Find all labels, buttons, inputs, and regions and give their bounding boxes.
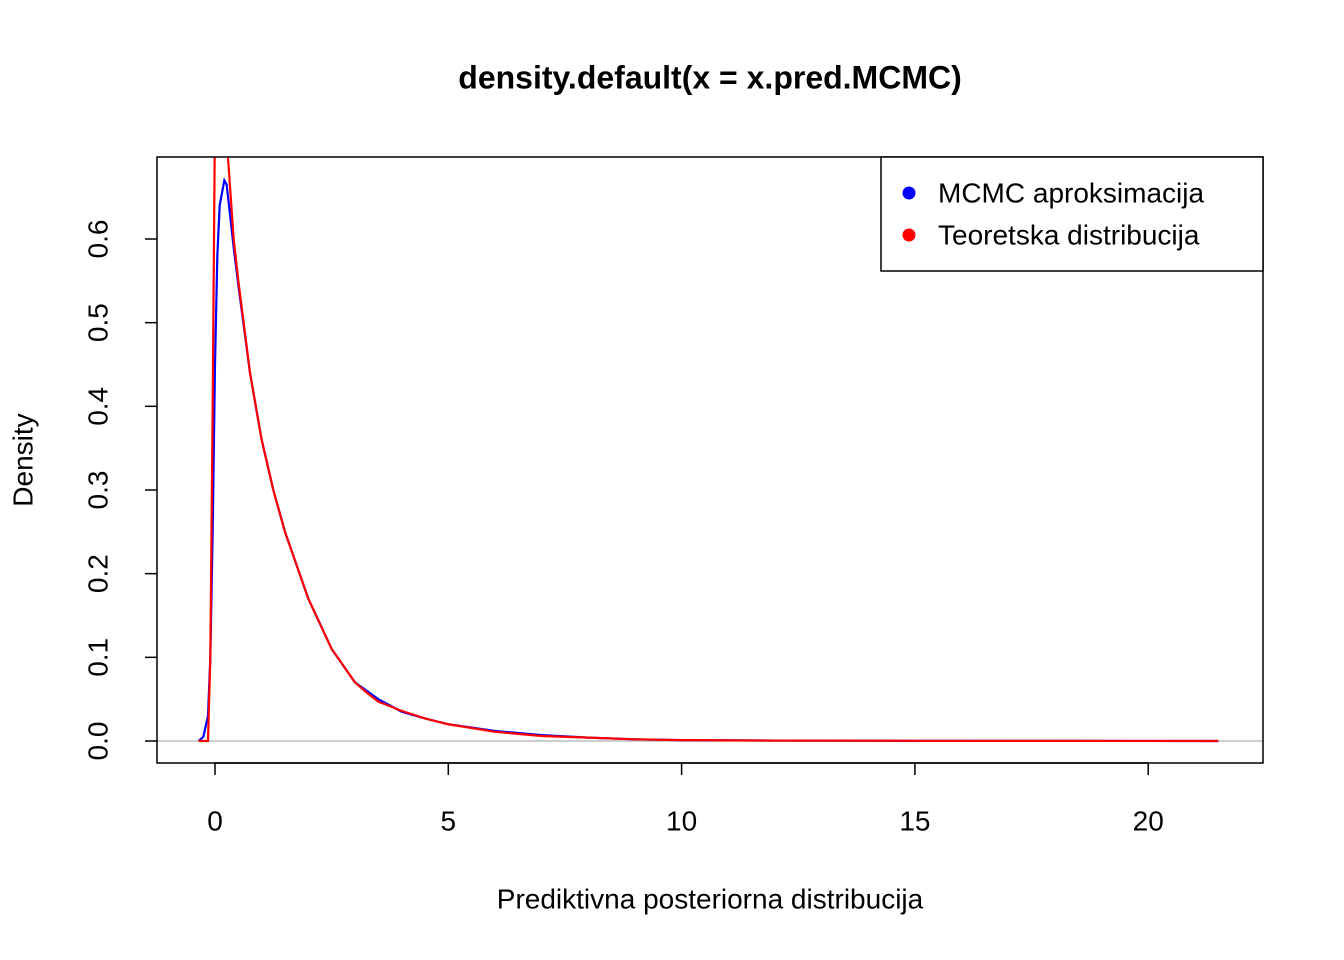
- legend-marker: [902, 228, 916, 242]
- plot-area: [157, 157, 1263, 743]
- legend-box: [880, 156, 1264, 272]
- y-tick-label: 0.5: [82, 303, 113, 342]
- y-axis-label: Density: [7, 413, 38, 506]
- x-tick-label: 5: [441, 805, 457, 836]
- chart-title: density.default(x = x.pred.MCMC): [458, 59, 961, 95]
- x-tick-label: 10: [666, 805, 697, 836]
- series-line: [198, 157, 1219, 743]
- x-tick-label: 0: [207, 805, 223, 836]
- y-tick-label: 0.6: [82, 220, 113, 259]
- y-tick-label: 0.4: [82, 387, 113, 426]
- y-tick-label: 0.2: [82, 554, 113, 593]
- y-tick-label: 0.1: [82, 638, 113, 677]
- y-tick-label: 0.0: [82, 722, 113, 761]
- legend-label: MCMC aproksimacija: [938, 177, 1204, 208]
- legend-marker: [902, 186, 916, 200]
- x-tick-label: 15: [899, 805, 930, 836]
- x-axis-label: Prediktivna posteriorna distribucija: [497, 883, 924, 914]
- legend-label: Teoretska distribucija: [938, 219, 1200, 250]
- y-tick-label: 0.3: [82, 471, 113, 510]
- x-tick-label: 20: [1133, 805, 1164, 836]
